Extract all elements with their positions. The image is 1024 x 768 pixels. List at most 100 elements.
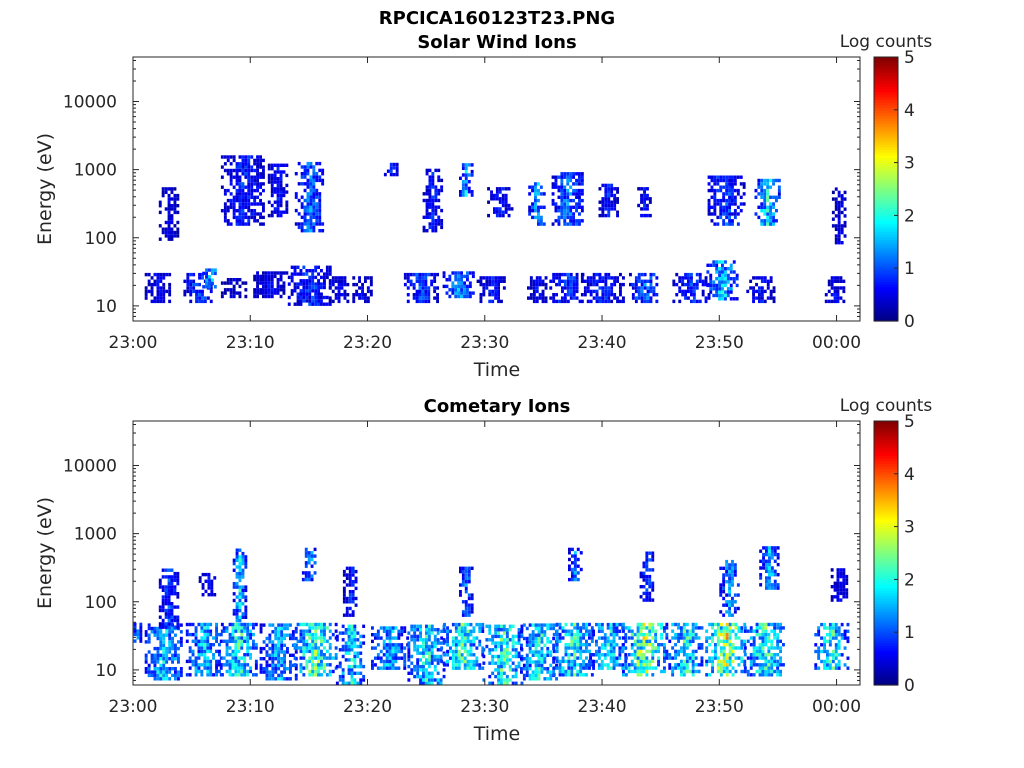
spectrogram-cell xyxy=(232,582,236,586)
spectrogram-cell xyxy=(464,606,468,611)
spectrogram-cell xyxy=(133,639,137,643)
spectrogram-cell xyxy=(478,643,482,647)
spectrogram-cell xyxy=(315,222,319,226)
spectrogram-cell xyxy=(449,656,452,660)
spectrogram-cell xyxy=(705,639,709,643)
spectrogram-cell xyxy=(413,668,417,672)
spectrogram-cell xyxy=(576,547,580,552)
spectrogram-cell xyxy=(610,190,614,194)
spectrogram-cell xyxy=(440,208,444,213)
spectrogram-cell xyxy=(668,653,672,657)
spectrogram-cell xyxy=(500,634,503,639)
spectrogram-cell xyxy=(531,650,535,654)
spectrogram-cell xyxy=(457,649,461,654)
spectrogram-cell xyxy=(563,286,567,290)
spectrogram-cell xyxy=(716,215,720,220)
spectrogram-cell xyxy=(412,282,416,287)
spectrogram-cell xyxy=(482,286,486,290)
spectrogram-cell xyxy=(752,646,756,650)
spectrogram-cell xyxy=(176,581,180,586)
spectrogram-cell xyxy=(348,590,352,594)
spectrogram-cell xyxy=(165,673,169,678)
spectrogram-cell xyxy=(731,603,734,607)
spectrogram-cell xyxy=(691,649,695,654)
spectrogram-cell xyxy=(240,632,244,637)
spectrogram-cell xyxy=(347,651,351,655)
spectrogram-cell xyxy=(627,636,631,640)
spectrogram-cell xyxy=(222,626,226,630)
spectrogram-cell xyxy=(156,279,160,283)
spectrogram-cell xyxy=(760,185,764,189)
spectrogram-cell xyxy=(566,195,570,199)
spectrogram-cell xyxy=(719,673,723,677)
spectrogram-cell xyxy=(347,624,351,628)
spectrogram-cell xyxy=(546,670,550,674)
spectrogram-cell xyxy=(305,659,309,664)
spectrogram-cell xyxy=(203,296,207,300)
spectrogram-cell xyxy=(161,227,165,231)
spectrogram-cell xyxy=(340,286,344,290)
spectrogram-cell xyxy=(585,673,588,677)
spectrogram-cell xyxy=(836,296,840,300)
spectrogram-cell xyxy=(277,636,281,641)
spectrogram-cell xyxy=(226,155,230,159)
spectrogram-cell xyxy=(637,289,641,294)
spectrogram-cells xyxy=(144,155,847,306)
spectrogram-cell xyxy=(241,222,245,226)
spectrogram-cell xyxy=(663,666,666,670)
spectrogram-cell xyxy=(610,299,614,304)
spectrogram-cell xyxy=(150,630,154,634)
spectrogram-cell xyxy=(226,205,230,209)
spectrogram-cell xyxy=(203,663,207,667)
spectrogram-cell xyxy=(646,286,650,290)
spectrogram-cell xyxy=(698,272,702,277)
spectrogram-cell xyxy=(578,205,581,209)
spectrogram-cell xyxy=(505,654,509,659)
spectrogram-cell xyxy=(757,205,761,209)
spectrogram-cell xyxy=(834,200,838,205)
spectrogram-cell xyxy=(837,237,841,242)
spectrogram-cell xyxy=(171,643,174,647)
spectrogram-cell xyxy=(443,663,446,667)
spectrogram-cell xyxy=(728,563,731,567)
y-tick-label: 10 xyxy=(95,297,117,317)
spectrogram-cell xyxy=(606,636,610,640)
spectrogram-cell xyxy=(560,215,564,220)
spectrogram-cell xyxy=(721,287,724,291)
colorbar-segment xyxy=(874,207,898,211)
spectrogram-cell xyxy=(487,200,490,204)
spectrogram-cell xyxy=(231,632,235,637)
spectrogram-cell xyxy=(630,632,634,637)
spectrogram-cell xyxy=(508,651,512,655)
spectrogram-cell xyxy=(631,286,635,290)
spectrogram-cell xyxy=(549,677,553,681)
spectrogram-cell xyxy=(407,651,411,655)
spectrogram-cell xyxy=(167,217,171,221)
spectrogram-cell xyxy=(663,649,666,654)
spectrogram-cell xyxy=(374,663,377,667)
spectrogram-cell xyxy=(238,284,242,289)
spectrogram-cell xyxy=(595,299,599,304)
spectrogram-cell xyxy=(314,629,318,633)
spectrogram-cell xyxy=(253,182,257,186)
spectrogram-cell xyxy=(306,161,310,166)
spectrogram-cell xyxy=(406,293,410,297)
spectrogram-cell xyxy=(168,657,172,661)
spectrogram-cell xyxy=(831,224,835,228)
spectrogram-cell xyxy=(532,282,536,287)
spectrogram-cell xyxy=(706,283,710,288)
spectrogram-cell xyxy=(197,639,201,643)
spectrogram-cell xyxy=(728,202,731,206)
spectrogram-cell xyxy=(564,649,568,654)
spectrogram-cell xyxy=(557,175,561,179)
spectrogram-cell xyxy=(218,663,221,667)
spectrogram-cell xyxy=(318,168,322,173)
spectrogram-cell xyxy=(229,205,233,209)
spectrogram-cell xyxy=(719,586,723,591)
spectrogram-cell xyxy=(433,644,437,649)
spectrogram-cell xyxy=(609,633,613,637)
spectrogram-cell xyxy=(629,272,632,277)
spectrogram-cell xyxy=(722,566,726,570)
spectrogram-cell xyxy=(469,622,473,627)
spectrogram-cell xyxy=(352,282,356,287)
